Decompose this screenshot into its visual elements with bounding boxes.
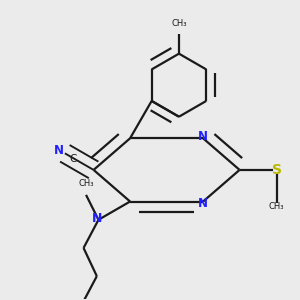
Text: N: N [92, 212, 102, 225]
Text: S: S [272, 163, 282, 177]
Text: CH₃: CH₃ [78, 178, 94, 188]
Text: N: N [198, 130, 208, 143]
Text: N: N [198, 197, 208, 210]
Text: N: N [54, 144, 64, 157]
Text: CH₃: CH₃ [269, 202, 284, 211]
Text: CH₃: CH₃ [171, 19, 187, 28]
Text: C: C [70, 154, 77, 164]
